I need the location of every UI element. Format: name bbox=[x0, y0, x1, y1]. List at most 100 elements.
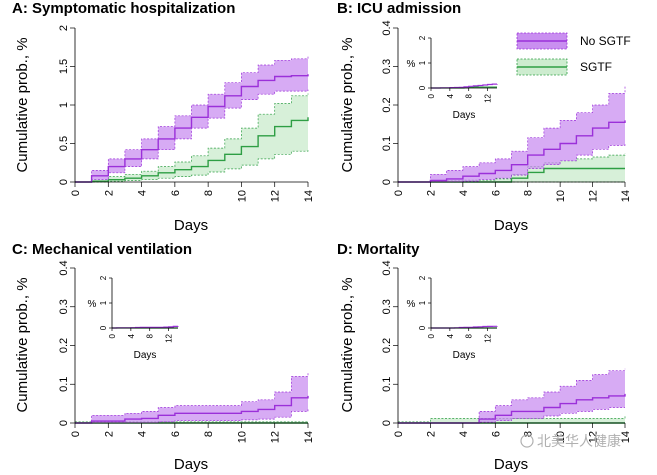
panel-b-plot-x-tick-label: 4 bbox=[458, 190, 470, 196]
panel-a-plot-line-no-sgtf bbox=[75, 74, 309, 183]
panel-d-inset-xlabel: Days bbox=[453, 350, 476, 361]
panel-b-inset-y-tick-label: 1 bbox=[418, 60, 427, 65]
panel-d-plot-y-tick-label: 0.4 bbox=[381, 260, 393, 275]
panel-d-plot-y-tick-label: 0.3 bbox=[381, 299, 393, 314]
panel-b-plot-line-no-sgtf bbox=[398, 120, 626, 183]
panel-a-plot-lower-ci-no-sgtf bbox=[75, 89, 309, 183]
panel-c-inset-y-tick-label: 0 bbox=[99, 325, 108, 330]
panel-d-inset-ylabel: % bbox=[407, 299, 416, 310]
panel-d-title: D: Mortality bbox=[337, 241, 420, 258]
panel-d-plot-upper-ci-sgtf bbox=[398, 415, 626, 423]
panel-c-inset-x-tick-label: 4 bbox=[127, 333, 136, 338]
panel-a-ylabel: Cumulative prob., % bbox=[14, 37, 31, 172]
panel-c-inset-x-tick-label: 8 bbox=[146, 333, 155, 338]
panel-d-plot-x-tick-label: 14 bbox=[620, 431, 632, 443]
panel-d-plot-x-tick-label: 2 bbox=[425, 431, 437, 437]
panel-c-inset-y-tick-label: 2 bbox=[99, 275, 108, 280]
panel-c-plot-y-tick-label: 0 bbox=[58, 420, 70, 426]
panel-a-plot-x-tick-label: 10 bbox=[236, 190, 248, 202]
panel-b-plot: 00.10.20.30.40 2 4 6 8 10 12 14 bbox=[381, 20, 632, 202]
panel-a: A: Symptomatic hospitalization 0 0.5 1 1.5 2… bbox=[12, 0, 315, 234]
panel-a-xlabel: Days bbox=[174, 217, 208, 234]
panel-b-plot-x-tick-label: 0 bbox=[393, 190, 405, 196]
panel-a-plot-y-tick-label: 0.5 bbox=[58, 136, 70, 151]
panel-b-plot-x-tick-label: 8 bbox=[523, 190, 535, 196]
panel-c-plot-x-tick-label: 8 bbox=[203, 431, 215, 437]
panel-d-plot: 00.10.20.30.40 2 4 6 8 10 12 14 bbox=[381, 260, 632, 443]
panel-c-ylabel: Cumulative prob., % bbox=[14, 277, 31, 412]
panel-c-plot-x-tick-label: 6 bbox=[170, 431, 182, 437]
panel-b-plot-y-tick-label: 0.1 bbox=[381, 136, 393, 151]
panel-c-plot-line-no-sgtf bbox=[75, 395, 309, 424]
panel-d-inset-y-tick-label: 2 bbox=[418, 275, 427, 280]
panel-d-plot-y-tick-label: 0 bbox=[381, 420, 393, 426]
panel-c-plot-band-no-sgtf bbox=[75, 372, 308, 423]
panel-d-plot-x-tick-label: 0 bbox=[393, 431, 405, 437]
panel-b-plot-y-tick-label: 0.4 bbox=[381, 20, 393, 35]
panel-b-plot-x-tick-label: 12 bbox=[588, 190, 600, 202]
panel-c-inset-x-tick-label: 0 bbox=[108, 333, 117, 338]
panel-c-plot-y-tick-label: 0.1 bbox=[58, 377, 70, 392]
legend-label-no-sgtf: No SGTF bbox=[580, 34, 631, 48]
panel-b-ylabel: Cumulative prob., % bbox=[339, 37, 356, 172]
panel-b-inset-x-tick-label: 0 bbox=[427, 93, 436, 98]
panel-d-xlabel: Days bbox=[494, 456, 528, 473]
panel-c-xlabel: Days bbox=[174, 456, 208, 473]
panel-b-plot-y-tick-label: 0 bbox=[381, 179, 393, 185]
panel-b-inset-x-tick-label: 12 bbox=[484, 93, 493, 102]
panel-d-plot-x-tick-label: 6 bbox=[490, 431, 502, 437]
panel-c-title: C: Mechanical ventilation bbox=[12, 241, 192, 258]
panel-d-plot-x-tick-label: 10 bbox=[555, 431, 567, 443]
panel-c-inset-ylabel: % bbox=[88, 299, 97, 310]
panel-d-inset-x-tick-label: 4 bbox=[446, 333, 455, 338]
panel-a-plot-x-tick-label: 12 bbox=[270, 190, 282, 202]
panel-b-plot-band-no-sgtf bbox=[398, 85, 625, 182]
panel-a-plot-x-tick-label: 14 bbox=[303, 190, 315, 202]
panel-a-plot: 0 0.5 1 1.5 2 0 2 4 6 8 10 12 14 bbox=[58, 25, 315, 202]
panel-d-plot-x-tick-label: 4 bbox=[458, 431, 470, 437]
panel-a-plot-y-tick-label: 1.5 bbox=[58, 59, 70, 74]
panel-b-plot-x-tick-label: 14 bbox=[620, 190, 632, 202]
panel-d-plot-band-no-sgtf bbox=[398, 368, 625, 423]
panel-c-inset-x-tick-label: 12 bbox=[165, 333, 174, 342]
panel-a-plot-x-tick-label: 0 bbox=[70, 190, 82, 196]
panel-c-plot-y-tick-label: 0.4 bbox=[58, 260, 70, 275]
panel-d-ylabel: Cumulative prob., % bbox=[339, 277, 356, 412]
panel-b-xlabel: Days bbox=[494, 217, 528, 234]
panel-b-plot-x-tick-label: 10 bbox=[555, 190, 567, 202]
panel-a-plot-line-sgtf bbox=[75, 117, 309, 183]
panel-d-inset-x-tick-label: 12 bbox=[484, 333, 493, 342]
panel-c-plot-x-tick-label: 14 bbox=[303, 431, 315, 443]
panel-c-plot-x-tick-label: 2 bbox=[103, 431, 115, 437]
panel-c-plot: 00.10.20.30.40 2 4 6 8 10 12 14 bbox=[58, 260, 315, 443]
panel-d-inset-x-tick-label: 0 bbox=[427, 333, 436, 338]
panel-d-inset-x-tick-label: 8 bbox=[465, 333, 474, 338]
panel-c-plot-x-tick-label: 4 bbox=[137, 431, 149, 437]
panel-d-inset-y-tick-label: 0 bbox=[418, 325, 427, 330]
panel-b-inset-y-tick-label: 2 bbox=[418, 35, 427, 40]
panel-a-plot-band-sgtf bbox=[75, 93, 308, 182]
panel-b-inset-x-tick-label: 4 bbox=[446, 93, 455, 98]
legend-label-sgtf: SGTF bbox=[580, 60, 612, 74]
panel-a-plot-upper-ci-no-sgtf bbox=[75, 55, 309, 183]
panel-c-plot-y-tick-label: 0.3 bbox=[58, 299, 70, 314]
panel-c-plot-x-tick-label: 10 bbox=[236, 431, 248, 443]
legend: No SGTF SGTF bbox=[516, 32, 631, 76]
watermark-text: 北美华人健康 bbox=[537, 433, 621, 449]
panel-c-inset-xlabel: Days bbox=[134, 350, 157, 361]
panel-b-plot-upper-ci-no-sgtf bbox=[398, 85, 626, 183]
panel-a-title: A: Symptomatic hospitalization bbox=[12, 0, 235, 17]
panel-b-inset-y-tick-label: 0 bbox=[418, 85, 427, 90]
panel-c-plot-x-tick-label: 12 bbox=[270, 431, 282, 443]
panel-c-inset-y-tick-label: 1 bbox=[99, 300, 108, 305]
panel-a-plot-upper-ci-sgtf bbox=[75, 93, 309, 183]
panel-d-inset-y-tick-label: 1 bbox=[418, 300, 427, 305]
panel-b-plot-y-tick-label: 0.3 bbox=[381, 59, 393, 74]
panel-c: C: Mechanical ventilation 0 0.1 0.2 0.3 0.4 0… bbox=[12, 241, 315, 473]
panel-b-inset-x-tick-label: 8 bbox=[465, 93, 474, 98]
panel-a-plot-x-tick-label: 2 bbox=[103, 190, 115, 196]
panel-b-plot-band-sgtf bbox=[398, 153, 625, 182]
